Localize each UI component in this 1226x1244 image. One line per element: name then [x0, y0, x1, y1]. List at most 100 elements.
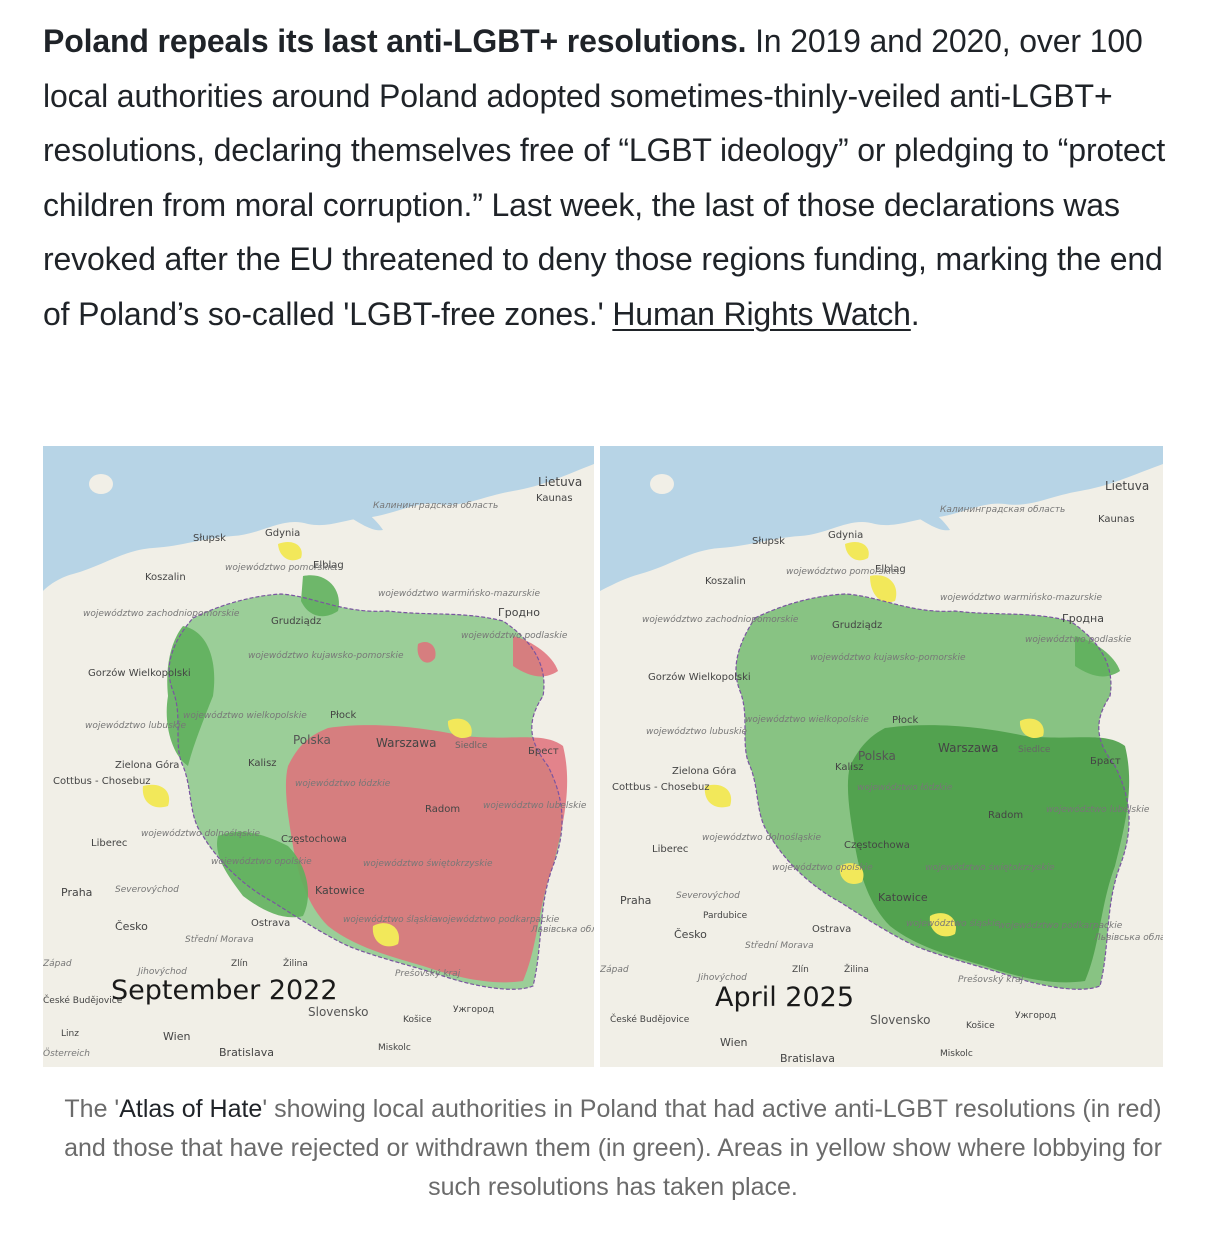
label-budejovice: České Budějovice — [43, 994, 123, 1006]
label-lubuskie: województwo lubuskie — [646, 726, 747, 737]
yellow-zone-3 — [447, 718, 472, 739]
label-pardubice: Pardubice — [703, 911, 748, 921]
map-labels-left: Lietuva Kaunas Калининградская область S… — [43, 475, 594, 1059]
green-zone-north — [301, 575, 339, 617]
label-miskolc: Miskolc — [940, 1049, 973, 1059]
map-september-2022: Lietuva Kaunas Калининградская область S… — [43, 446, 594, 1067]
label-koszalin: Koszalin — [705, 576, 746, 587]
label-warszawa: Warszawa — [938, 741, 998, 755]
label-zapad: Západ — [600, 965, 629, 975]
label-radom: Radom — [988, 810, 1023, 821]
label-severovychod: Severovýchod — [115, 885, 179, 895]
label-grudziadz: Grudziądz — [832, 620, 882, 631]
label-pomorskie: województwo pomorskie — [786, 566, 897, 577]
label-lviv: Львівська область — [530, 925, 594, 935]
label-czestochowa: Częstochowa — [281, 834, 347, 845]
label-slupsk: Słupsk — [193, 533, 226, 544]
label-zielona: Zielona Góra — [672, 765, 736, 777]
label-czestochowa: Częstochowa — [844, 840, 910, 851]
yellow-zone-5 — [839, 863, 864, 885]
label-kaliningrad: Калининградская область — [373, 501, 498, 511]
label-osterreich: Österreich — [43, 1048, 90, 1059]
article-body: In 2019 and 2020, over 100 local authori… — [43, 23, 1166, 332]
label-kaunas: Kaunas — [536, 493, 573, 504]
label-kalisz: Kalisz — [835, 762, 864, 773]
label-lviv: Львівська область — [1093, 933, 1163, 943]
label-pomorskie: województwo pomorskie — [225, 562, 336, 573]
label-polska: Polska — [293, 733, 331, 747]
yellow-zone-3 — [704, 784, 732, 808]
label-slovensko: Slovensko — [870, 1013, 931, 1027]
label-presov: Prešovský kraj — [958, 974, 1024, 985]
label-ostrava: Ostrava — [251, 918, 290, 929]
label-wielkopolskie: województwo wielkopolskie — [183, 710, 307, 721]
label-slaskie: województwo śląskie — [906, 918, 1001, 929]
green-zone-south-west — [217, 831, 308, 918]
label-presov: Prešovský kraj — [395, 968, 461, 979]
map-april-2025-graphic: Lietuva Kaunas Калининградская область S… — [600, 446, 1163, 1067]
label-warminsko: województwo warmińsko-mazurskie — [378, 588, 540, 599]
label-slupsk: Słupsk — [752, 536, 785, 547]
label-podlaskie: województwo podlaskie — [1025, 634, 1132, 645]
label-podlaskie: województwo podlaskie — [461, 630, 568, 641]
label-swietokrzyskie: województwo świętokrzyskie — [925, 862, 1055, 873]
article-lead: Poland repeals its last anti-LGBT+ resol… — [43, 23, 747, 59]
label-zapad: Západ — [43, 959, 72, 969]
label-swietokrzyskie: województwo świętokrzyskie — [363, 858, 493, 869]
green-zone-dark-east — [847, 725, 1130, 983]
label-radom: Radom — [425, 804, 460, 815]
label-opolskie: województwo opolskie — [772, 862, 873, 873]
label-praha: Praha — [620, 894, 651, 907]
label-praha: Praha — [61, 886, 92, 899]
label-liberec: Liberec — [652, 844, 688, 855]
label-opolskie: województwo opolskie — [211, 856, 312, 867]
label-katowice: Katowice — [315, 884, 365, 897]
yellow-zone-6 — [929, 913, 956, 937]
label-uzhgorod: Ужгород — [453, 1005, 494, 1015]
caption-quoted: Atlas of Hate — [119, 1095, 263, 1123]
island — [650, 474, 674, 494]
label-grodno: Гродно — [498, 606, 540, 619]
baltic-sea — [43, 446, 594, 591]
label-jihovychod: Jihovýchod — [136, 967, 187, 977]
label-gdynia: Gdynia — [265, 528, 300, 539]
label-slaskie: województwo śląskie — [343, 914, 438, 925]
green-zone-north-east — [1075, 636, 1120, 677]
label-dolnoslaskie: województwo dolnośląskie — [702, 832, 822, 843]
label-kosice: Košice — [966, 1020, 995, 1031]
label-zachodniopomorskie: województwo zachodniopomorskie — [83, 608, 240, 619]
label-kaliningrad: Калининградская область — [940, 505, 1065, 515]
lagoon — [915, 504, 950, 531]
label-lubelskie: województwo lubelskie — [1046, 804, 1150, 815]
label-kalisz: Kalisz — [248, 758, 277, 769]
label-budejovice: České Budějovice — [610, 1013, 690, 1025]
article-trailing: . — [910, 295, 920, 332]
yellow-zone-2 — [142, 784, 170, 808]
label-lubelskie: województwo lubelskie — [483, 800, 587, 811]
lagoon — [348, 504, 383, 531]
label-dolnoslaskie: województwo dolnośląskie — [141, 828, 261, 839]
label-miskolc: Miskolc — [378, 1043, 411, 1053]
atlas-of-hate-figure: Lietuva Kaunas Калининградская область S… — [43, 446, 1163, 1067]
label-lodzkie: województwo łódzkie — [295, 778, 391, 789]
red-zone-east — [285, 725, 568, 983]
label-warszawa: Warszawa — [376, 736, 436, 750]
label-siedlce: Siedlce — [1018, 745, 1051, 755]
map-september-2022-graphic: Lietuva Kaunas Калининградская область S… — [43, 446, 594, 1067]
label-cesko: Česko — [674, 928, 707, 941]
label-brest: Брест — [528, 746, 559, 757]
label-zlin: Zlín — [792, 965, 809, 975]
label-podkarpackie: województwo podkarpackie — [998, 920, 1123, 931]
yellow-zone-2 — [870, 575, 897, 603]
label-warminsko: województwo warmińsko-mazurskie — [940, 592, 1102, 603]
caption-after: ' showing local authorities in Poland th… — [64, 1095, 1162, 1201]
figure-caption: The 'Atlas of Hate' showing local author… — [43, 1090, 1183, 1207]
green-zone-west — [166, 626, 215, 766]
island — [89, 474, 113, 494]
label-cottbus: Cottbus - Chosebuz — [612, 782, 710, 793]
label-kujawsko: województwo kujawsko-pomorskie — [248, 650, 404, 661]
human-rights-watch-link[interactable]: Human Rights Watch — [612, 295, 911, 332]
label-siedlce: Siedlce — [455, 741, 488, 751]
label-plock: Płock — [892, 715, 918, 726]
label-katowice: Katowice — [878, 891, 928, 904]
